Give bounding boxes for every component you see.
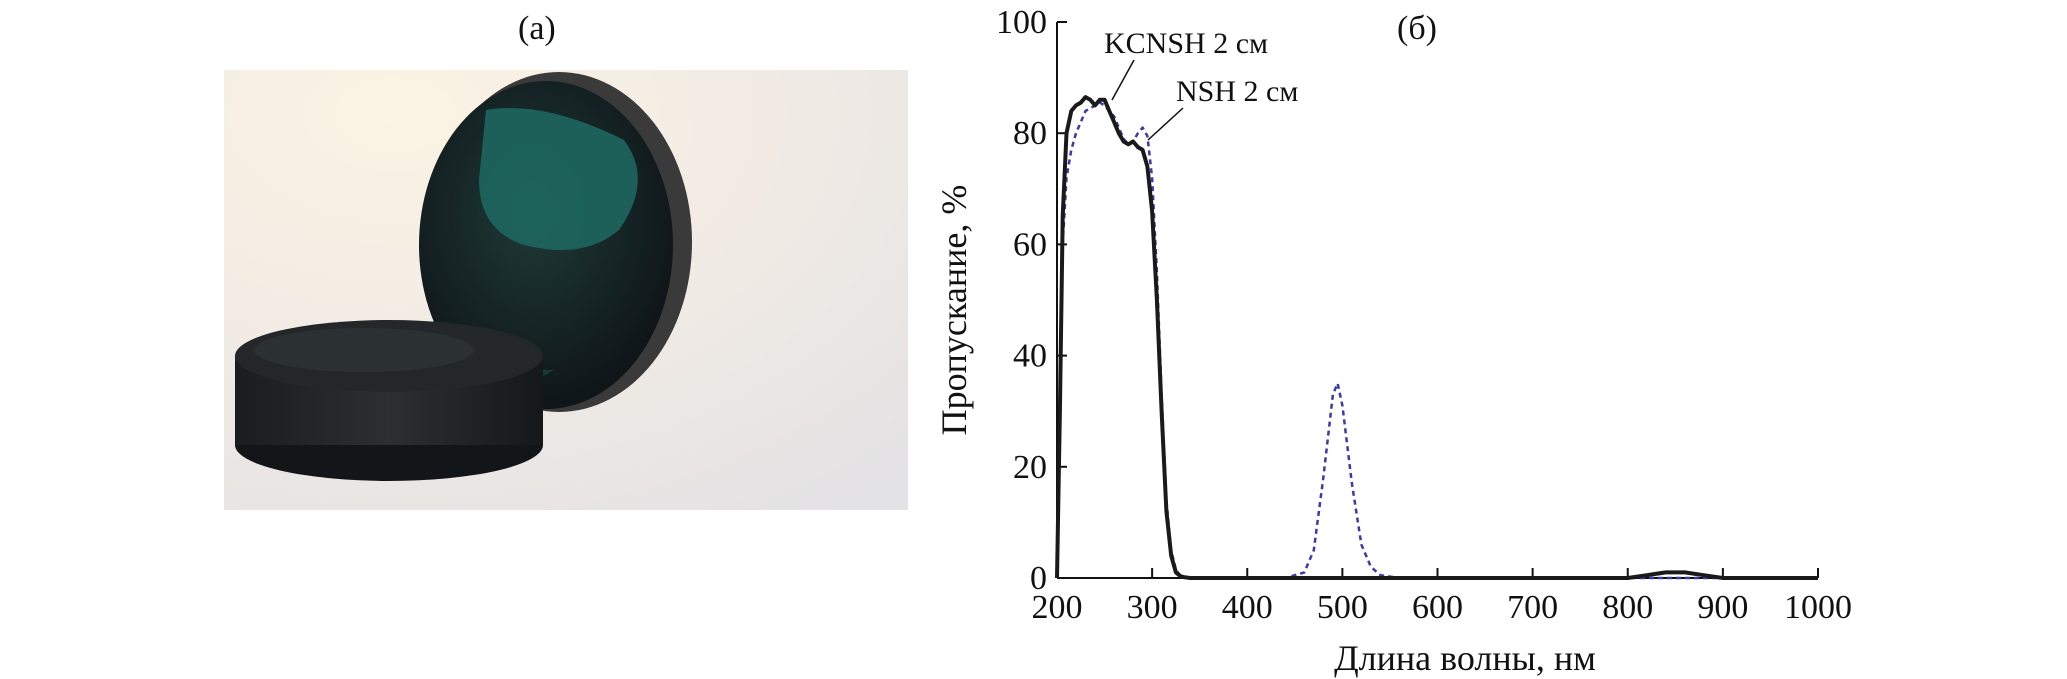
- y-axis-title: Пропускание, %: [934, 185, 974, 436]
- y-tick-label: 0: [1030, 560, 1047, 597]
- chart-annotations: KCNSH 2 см NSH 2 см: [1104, 27, 1298, 141]
- x-tick-label: 800: [1602, 589, 1653, 626]
- glass-filter-disks-photo: [224, 70, 908, 510]
- panel-label-b: (б): [1397, 10, 1437, 47]
- x-tick-label: 200: [1032, 589, 1083, 626]
- y-tick-label: 80: [1013, 115, 1047, 152]
- x-tick-label: 900: [1697, 589, 1748, 626]
- chart-axes: 200 300 400 500 600 700 800 900 1000 0 20 40 60 80 100: [996, 4, 1852, 626]
- annotation-label: NSH 2 см: [1176, 75, 1298, 108]
- chart-series: [1055, 95, 1818, 580]
- series-line-0: [1055, 95, 1818, 580]
- x-tick-label: 500: [1317, 589, 1368, 626]
- y-tick-label: 40: [1013, 338, 1047, 375]
- x-tick-label: 700: [1507, 589, 1558, 626]
- annotation-leader: [1111, 59, 1135, 101]
- x-tick-label: 1000: [1784, 589, 1852, 626]
- teal-reflection: [479, 108, 638, 250]
- x-tick-label: 400: [1222, 589, 1273, 626]
- y-tick-label: 100: [996, 4, 1047, 41]
- x-tick-label: 300: [1127, 589, 1178, 626]
- annotation-label: KCNSH 2 см: [1104, 27, 1268, 60]
- x-tick-label: 600: [1412, 589, 1463, 626]
- y-tick-label: 20: [1013, 449, 1047, 486]
- lying-disk-top-highlight: [254, 328, 474, 372]
- x-axis-title: Длина волны, нм: [1334, 638, 1596, 678]
- y-tick-label: 60: [1013, 226, 1047, 263]
- annotation-leader: [1147, 107, 1184, 141]
- panel-label-a: (а): [518, 10, 556, 47]
- series-line-1: [1055, 101, 1818, 580]
